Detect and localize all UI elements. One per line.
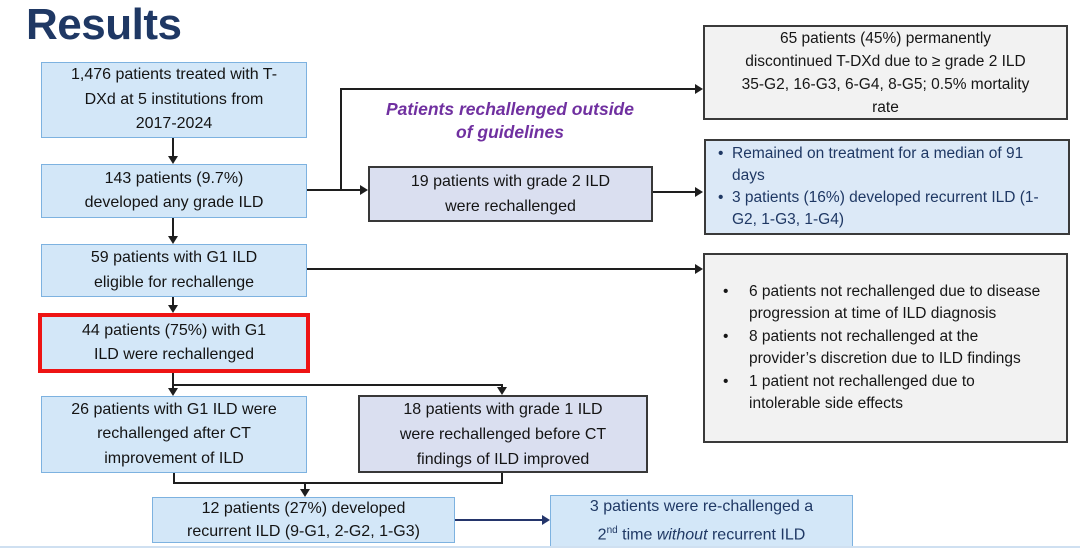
page-title: Results: [26, 0, 182, 49]
box-line: rechallenged after CT: [97, 425, 251, 443]
connector-treated-to-developed: [172, 138, 174, 157]
flow-box-grade2-rechallenged: 19 patients with grade 2 ILD were rechal…: [368, 166, 653, 222]
arrowhead-right-icon: [695, 84, 703, 94]
connector-developed-to-eligible: [172, 218, 174, 237]
box-line: DXd at 5 institutions from: [84, 90, 264, 108]
text-part: 2: [597, 526, 607, 544]
box-line: ILD were rechallenged: [93, 346, 255, 363]
arrowhead-down-icon: [168, 305, 178, 313]
box-line: 35-G2, 16-G3, 6-G4, 8-G5; 0.5% mortality: [741, 75, 1030, 93]
flow-box-developed-ild: 143 patients (9.7%) developed any grade …: [41, 164, 307, 218]
box-line: findings of ILD improved: [416, 450, 590, 468]
box-line: 12 patients (27%) developed: [201, 500, 406, 517]
connector-19-to-outcomes: [653, 191, 696, 193]
emphasized-word: without: [656, 526, 708, 544]
box-line: recurrent ILD (9-G1, 2-G2, 1-G3): [187, 523, 420, 540]
box-line: improvement of ILD: [104, 449, 244, 467]
box-line: 19 patients with grade 2 ILD: [410, 173, 611, 190]
connector-eligible-to-not-rechallenged: [307, 268, 696, 270]
box-line: were rechallenged: [445, 198, 576, 215]
annotation-line: of guidelines: [456, 122, 564, 142]
flow-box-rechallenged-after-ct: 26 patients with G1 ILD were rechallenge…: [41, 396, 307, 473]
bullet-item: 6 patients not rechallenged due to disea…: [711, 281, 1060, 325]
bullet-item: Remained on treatment for a median of 91…: [712, 143, 1062, 187]
box-line: rate: [872, 98, 899, 116]
outcome-box-not-rechallenged: 6 patients not rechallenged due to disea…: [703, 253, 1068, 443]
connector-44-branch-vertical: [501, 384, 503, 388]
box-line: were rechallenged before CT: [399, 425, 607, 443]
text-part: recurrent ILD: [707, 526, 806, 544]
arrowhead-down-icon: [168, 156, 178, 164]
flow-box-second-rechallenge: 3 patients were re-challenged a 2nd time…: [550, 495, 853, 548]
bullet-list: Remained on treatment for a median of 91…: [712, 143, 1062, 231]
box-line: 3 patients were re-challenged a: [589, 498, 814, 516]
arrowhead-right-icon: [695, 187, 703, 197]
box-line: 65 patients (45%) permanently: [779, 29, 992, 47]
connector-26-down: [173, 473, 175, 484]
connector-eligible-to-44: [172, 297, 174, 306]
flow-box-recurrent-12: 12 patients (27%) developed recurrent IL…: [152, 497, 455, 543]
text-part: time: [617, 526, 657, 544]
arrowhead-down-icon: [497, 387, 507, 395]
bottom-divider-line: [0, 546, 1080, 548]
ordinal-superscript: nd: [606, 525, 618, 537]
arrowhead-down-icon: [168, 388, 178, 396]
flow-box-rechallenged-before-ct: 18 patients with grade 1 ILD were rechal…: [358, 395, 648, 473]
box-line: 1,476 patients treated with T-: [70, 66, 278, 84]
flow-box-rechallenged-44-highlighted: 44 patients (75%) with G1 ILD were recha…: [38, 313, 310, 373]
box-line: 44 patients (75%) with G1: [81, 321, 267, 339]
flow-box-treated: 1,476 patients treated with T- DXd at 5 …: [41, 62, 307, 138]
annotation-line: Patients rechallenged outside: [386, 99, 634, 119]
bullet-item: 3 patients (16%) developed recurrent ILD…: [712, 187, 1062, 231]
bullet-list: 6 patients not rechallenged due to disea…: [711, 280, 1060, 416]
connector-12-to-second-rechallenge: [455, 519, 543, 521]
connector-elbow-vertical: [340, 88, 342, 191]
box-line: developed any grade ILD: [84, 194, 264, 211]
outcome-box-discontinued: 65 patients (45%) permanently discontinu…: [703, 25, 1068, 120]
connector-elbow-to-discontinued: [340, 88, 696, 90]
box-line: 18 patients with grade 1 ILD: [403, 400, 603, 418]
connector-44-branch-horizontal: [172, 384, 503, 386]
box-line: 143 patients (9.7%): [104, 169, 244, 187]
flow-box-eligible: 59 patients with G1 ILD eligible for rec…: [41, 244, 307, 297]
bullet-item: 1 patient not rechallenged due to intole…: [711, 371, 1060, 415]
connector-merge-stub: [304, 482, 306, 490]
box-line: 2017-2024: [135, 115, 213, 133]
box-line: 2nd time without recurrent ILD: [598, 519, 806, 547]
arrowhead-right-icon: [542, 515, 550, 525]
outcome-box-grade2-outcomes: Remained on treatment for a median of 91…: [704, 139, 1070, 235]
arrowhead-right-icon: [695, 264, 703, 274]
connector-developed-to-19-horizontal: [307, 189, 361, 191]
arrowhead-down-icon: [168, 236, 178, 244]
bullet-item: 8 patients not rechallenged at the provi…: [711, 326, 1060, 370]
connector-18-down: [501, 473, 503, 484]
arrowhead-right-icon: [360, 185, 368, 195]
annotation-rechallenged-outside-guidelines: Patients rechallenged outside of guideli…: [345, 98, 675, 144]
connector-merge-horizontal: [173, 482, 503, 484]
box-line: discontinued T-DXd due to ≥ grade 2 ILD: [745, 52, 1026, 70]
connector-44-to-26: [172, 373, 174, 388]
box-line: 26 patients with G1 ILD were: [71, 400, 277, 418]
box-line: 59 patients with G1 ILD: [90, 249, 258, 266]
box-line: eligible for rechallenge: [93, 273, 255, 291]
arrowhead-down-icon: [300, 489, 310, 497]
